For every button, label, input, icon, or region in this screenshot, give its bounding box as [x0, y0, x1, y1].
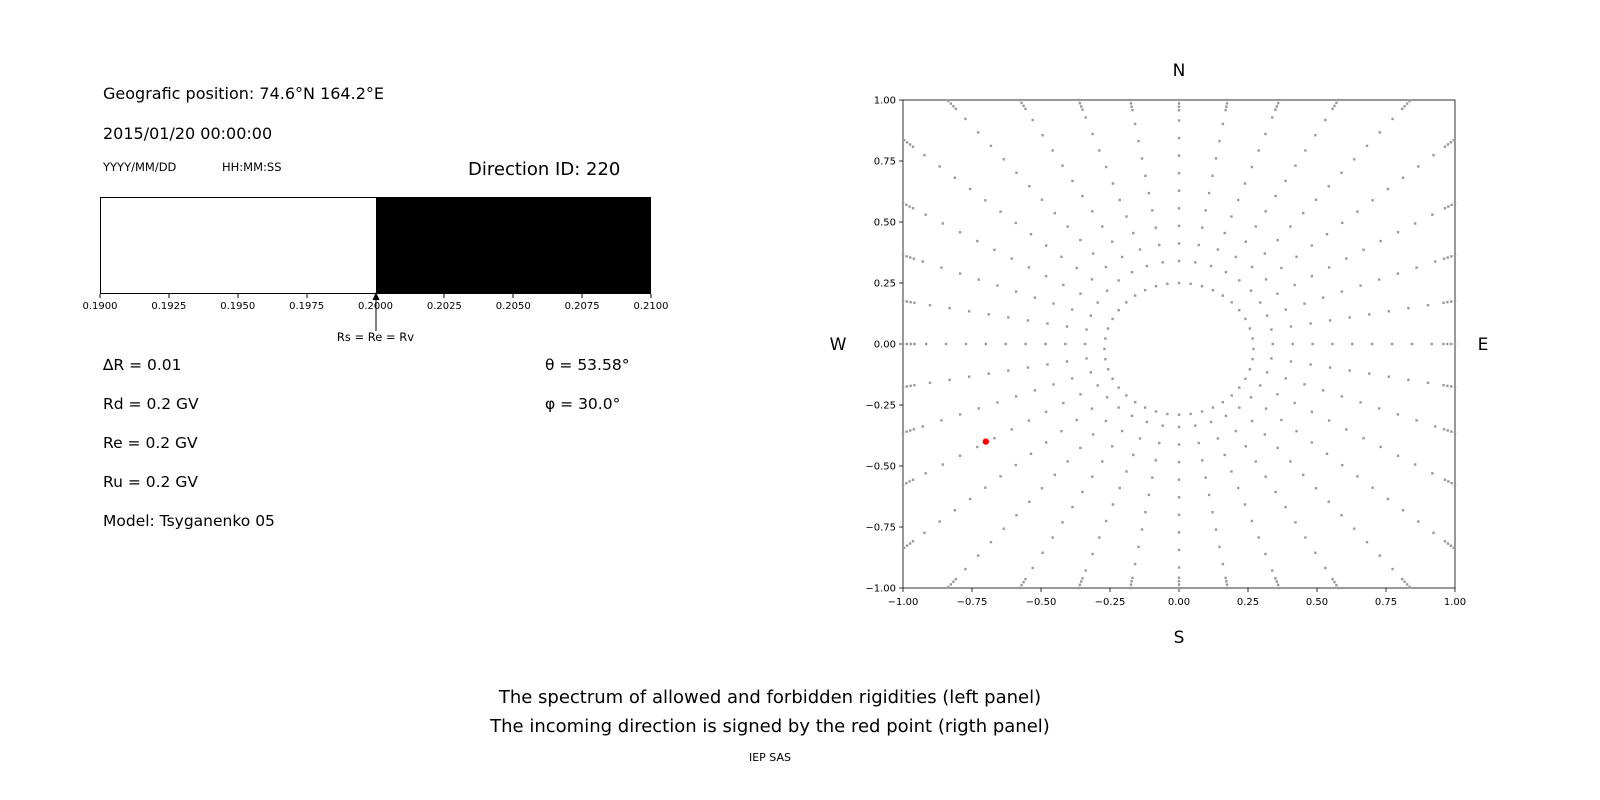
- credit-label: IEP SAS: [748, 751, 792, 764]
- x-tick-label: 0.75: [1375, 597, 1397, 608]
- y-tick-label: 0.75: [874, 157, 896, 168]
- x-tick-mark: [237, 294, 239, 298]
- y-tick-label: 0.25: [874, 279, 896, 290]
- y-tick-label: −0.75: [865, 523, 896, 534]
- datetime-label: 2015/01/20 00:00:00: [103, 124, 273, 143]
- x-tick-label: 0.1950: [220, 301, 256, 312]
- x-tick-label: −1.00: [888, 597, 919, 608]
- geo-position-label: Geografic position: 74.6°N 164.2°E: [103, 84, 384, 103]
- rd-value: Rd = 0.2 GV: [103, 395, 199, 413]
- asymptotic-direction-dots: [901, 98, 1457, 590]
- caption-line-1: The spectrum of allowed and forbidden ri…: [498, 687, 1042, 708]
- spectrum-segment-allowed: [101, 198, 376, 293]
- x-tick-label: 0.1975: [289, 301, 325, 312]
- x-tick-label: 0.2025: [426, 301, 462, 312]
- date-format-label: YYYY/MM/DD: [103, 160, 177, 174]
- compass-labels: N S W E: [830, 61, 1489, 648]
- rigidity-spectrum: [100, 197, 651, 294]
- y-tick-label: −1.00: [865, 584, 896, 595]
- x-tick-mark: [650, 294, 652, 298]
- x-tick-label: −0.25: [1095, 597, 1126, 608]
- y-tick-label: 1.00: [874, 96, 896, 107]
- x-tick-mark: [168, 294, 170, 298]
- phi-value: φ = 30.0°: [545, 395, 621, 413]
- spectrum-segment-forbidden: [375, 198, 650, 293]
- theta-value: θ = 53.58°: [545, 356, 630, 374]
- time-format-label: HH:MM:SS: [222, 160, 282, 174]
- compass-west: W: [830, 335, 847, 355]
- x-tick-mark: [306, 294, 308, 298]
- x-tick-label: 0.1925: [151, 301, 187, 312]
- red-direction-point: [982, 438, 989, 445]
- compass-east: E: [1478, 335, 1489, 355]
- ru-value: Ru = 0.2 GV: [103, 473, 198, 491]
- x-tick-label: −0.50: [1026, 597, 1057, 608]
- x-tick-mark: [99, 294, 101, 298]
- y-tick-label: 0.00: [874, 340, 896, 351]
- x-tick-label: 1.00: [1444, 597, 1466, 608]
- arrow-annotation-label: Rs = Re = Rv: [336, 330, 415, 344]
- caption-line-2: The incoming direction is signed by the …: [490, 716, 1050, 737]
- x-tick-label: 0.1900: [82, 301, 118, 312]
- figure-caption: The spectrum of allowed and forbidden ri…: [270, 687, 1270, 764]
- x-tick-mark: [443, 294, 445, 298]
- delta-r-value: ∆R = 0.01: [103, 356, 182, 374]
- x-tick-label: 0.25: [1237, 597, 1259, 608]
- x-tick-label: 0.2100: [633, 301, 669, 312]
- y-tick-label: −0.50: [865, 462, 896, 473]
- x-tick-label: 0.00: [1168, 597, 1190, 608]
- re-value: Re = 0.2 GV: [103, 434, 198, 452]
- y-tick-label: −0.25: [865, 401, 896, 412]
- y-axis: 1.00 0.75 0.50 0.25 0.00 −0.25 −0.50 −0.75 −1.00: [865, 96, 903, 595]
- x-tick-label: 0.2075: [564, 301, 600, 312]
- x-tick-mark: [512, 294, 514, 298]
- x-axis: −1.00 −0.75 −0.50 −0.25 0.00 0.25 0.50 0.75 1.00: [888, 588, 1466, 608]
- x-tick-label: −0.75: [957, 597, 988, 608]
- x-tick-label: 0.2050: [495, 301, 531, 312]
- x-tick-mark: [581, 294, 583, 298]
- model-value: Model: Tsyganenko 05: [103, 512, 275, 530]
- compass-south: S: [1174, 628, 1185, 648]
- x-tick-label: 0.50: [1306, 597, 1328, 608]
- compass-north: N: [1173, 61, 1186, 81]
- rs-arrow-icon: [372, 292, 379, 331]
- direction-plot: −1.00 −0.75 −0.50 −0.25 0.00 0.25 0.50 0.75 1.00…: [830, 61, 1489, 648]
- direction-id-label: Direction ID: 220: [468, 159, 621, 180]
- y-tick-label: 0.50: [874, 218, 896, 229]
